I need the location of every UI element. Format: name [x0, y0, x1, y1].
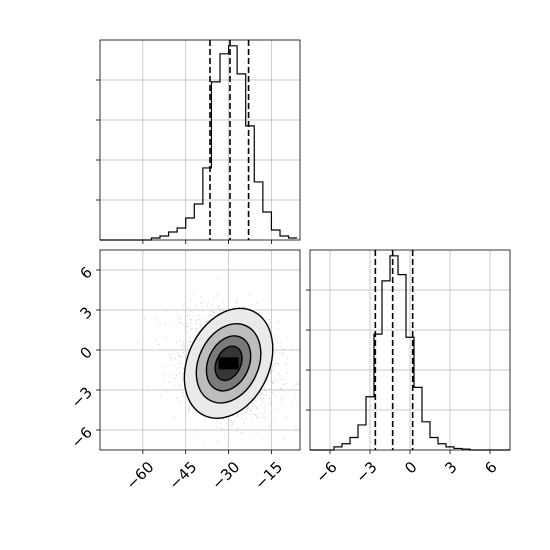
contour-line — [205, 335, 252, 392]
x-tick-label: −30 — [208, 458, 243, 493]
x-tick-label: −60 — [122, 458, 157, 493]
histogram-x-ticks — [96, 79, 272, 244]
density-contours — [183, 307, 274, 419]
x-tick-label: 6 — [481, 458, 500, 477]
scatter-frame — [99, 249, 301, 451]
histogram-y-steps — [310, 255, 510, 451]
x-tick-label: 3 — [441, 458, 460, 477]
scatter-x-tick-labels: −60 −45 −30 −15 — [122, 458, 286, 493]
histogram-y-tick-labels: −6 −3 0 3 6 — [312, 458, 500, 486]
x-tick-label: −6 — [312, 458, 340, 486]
density-fill — [184, 308, 273, 419]
x-tick-label: −45 — [165, 458, 200, 493]
histogram-x-grid — [100, 40, 300, 240]
histogram-y-quantile-lines — [374, 250, 414, 450]
contour-line — [195, 323, 262, 404]
y-tick-label: −3 — [68, 383, 96, 411]
y-tick-label: 0 — [77, 343, 96, 362]
histogram-y-grid — [310, 250, 510, 450]
scatter-y-tick-labels: 6 3 0 −3 −6 — [68, 263, 96, 451]
contour-line — [183, 307, 274, 419]
histogram-step — [100, 45, 298, 241]
scatter-ticks — [96, 269, 272, 454]
scatter-density-panel: −60 −45 −30 −15 6 3 0 −3 −6 — [68, 249, 301, 493]
histogram-x-quantile-lines — [209, 40, 250, 240]
histogram-step — [310, 255, 510, 451]
y-tick-label: 3 — [77, 303, 96, 322]
histogram-x-steps — [100, 45, 298, 241]
histogram-y-ticks — [306, 289, 491, 454]
density-peak — [218, 357, 239, 370]
y-tick-label: 6 — [77, 263, 96, 282]
histogram-panel-x — [96, 39, 301, 244]
x-tick-label: −3 — [352, 458, 380, 486]
contour-line — [214, 345, 243, 382]
histogram-x-frame — [99, 39, 301, 241]
x-tick-label: −15 — [251, 458, 286, 493]
y-tick-label: −6 — [68, 423, 96, 451]
histogram-y-frame — [309, 249, 511, 451]
histogram-panel-y: −6 −3 0 3 6 — [306, 249, 511, 486]
x-tick-label: 0 — [401, 458, 420, 477]
